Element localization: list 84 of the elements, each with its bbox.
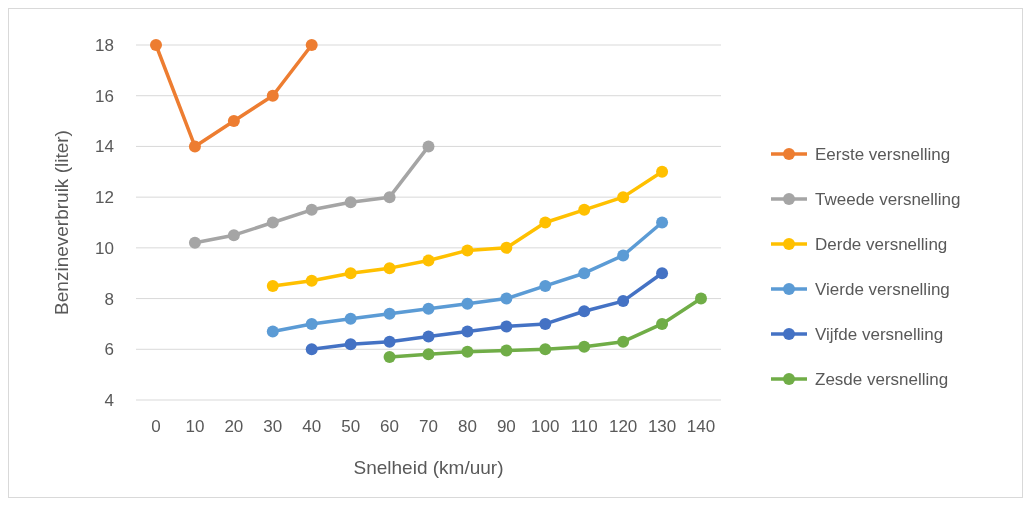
- x-tick-label: 0: [151, 417, 161, 436]
- point: [227, 229, 240, 242]
- x-tick-label: 90: [496, 417, 516, 436]
- point: [305, 39, 318, 51]
- legend-label: Vijfde versnelling: [815, 324, 944, 344]
- point: [422, 330, 435, 343]
- point: [695, 292, 707, 305]
- point: [266, 325, 279, 338]
- y-tick-label: 4: [104, 390, 114, 410]
- point: [422, 302, 435, 315]
- point: [461, 325, 474, 338]
- x-tick-label: 120: [608, 417, 638, 436]
- point: [305, 274, 318, 287]
- x-tick-label: 30: [263, 417, 283, 436]
- point: [500, 241, 513, 254]
- x-axis-title: Snelheid (km/uur): [353, 457, 504, 478]
- x-tick-label: 140: [686, 417, 716, 436]
- point: [578, 340, 591, 353]
- point: [656, 216, 669, 229]
- point: [539, 317, 552, 330]
- point: [539, 343, 552, 356]
- x-tick-label: 100: [531, 417, 560, 436]
- point: [422, 140, 435, 153]
- y-tick-label: 6: [104, 340, 114, 360]
- point: [422, 254, 435, 267]
- y-tick-label: 14: [95, 137, 114, 157]
- point: [617, 191, 630, 204]
- point: [656, 267, 669, 280]
- legend-label: Zesde versnelling: [815, 369, 949, 389]
- point: [617, 335, 630, 348]
- y-tick-label: 12: [95, 188, 114, 208]
- x-tick-label: 40: [302, 417, 322, 436]
- point: [500, 320, 513, 333]
- point: [266, 89, 279, 102]
- x-tick-label: 20: [224, 417, 244, 436]
- point: [344, 312, 357, 325]
- point: [422, 348, 435, 361]
- point: [500, 292, 513, 305]
- point: [344, 338, 357, 351]
- point: [150, 39, 162, 51]
- point: [383, 335, 396, 348]
- point: [539, 279, 552, 292]
- point: [578, 267, 591, 280]
- x-tick-label: 50: [341, 417, 361, 436]
- x-tick-label: 130: [647, 417, 677, 436]
- x-tick-label: 110: [570, 417, 598, 436]
- point: [461, 244, 474, 257]
- point: [344, 196, 357, 209]
- point: [461, 345, 474, 358]
- point: [188, 140, 201, 153]
- y-tick-label: 8: [104, 289, 114, 309]
- point: [383, 307, 396, 320]
- point: [500, 344, 513, 357]
- point: [305, 317, 318, 330]
- point: [383, 191, 396, 204]
- y-tick-label: 18: [95, 35, 114, 55]
- point: [578, 203, 591, 216]
- y-tick-label: 10: [95, 238, 114, 258]
- legend-label: Eerste versnelling: [815, 144, 951, 164]
- y-tick-label: 16: [95, 86, 114, 106]
- point: [383, 350, 396, 363]
- point: [461, 297, 474, 310]
- legend-label: Derde versnelling: [815, 234, 948, 254]
- point: [617, 295, 630, 308]
- y-axis-title: Benzineverbruik (liter): [51, 130, 72, 315]
- point: [305, 203, 318, 216]
- point: [188, 236, 201, 249]
- x-tick-label: 80: [457, 417, 477, 436]
- x-tick-label: 70: [419, 417, 438, 436]
- point: [539, 216, 552, 229]
- legend-label: Vierde versnelling: [815, 279, 950, 299]
- legend-label: Tweede versnelling: [815, 189, 961, 209]
- point: [617, 249, 630, 262]
- x-tick-label: 10: [185, 417, 205, 436]
- point: [266, 216, 279, 229]
- point: [227, 115, 240, 128]
- point: [305, 343, 318, 356]
- point: [344, 267, 357, 280]
- point: [656, 165, 669, 178]
- point: [578, 305, 591, 318]
- point: [266, 279, 279, 292]
- point: [656, 317, 669, 330]
- point: [383, 262, 396, 275]
- x-tick-label: 60: [380, 417, 400, 436]
